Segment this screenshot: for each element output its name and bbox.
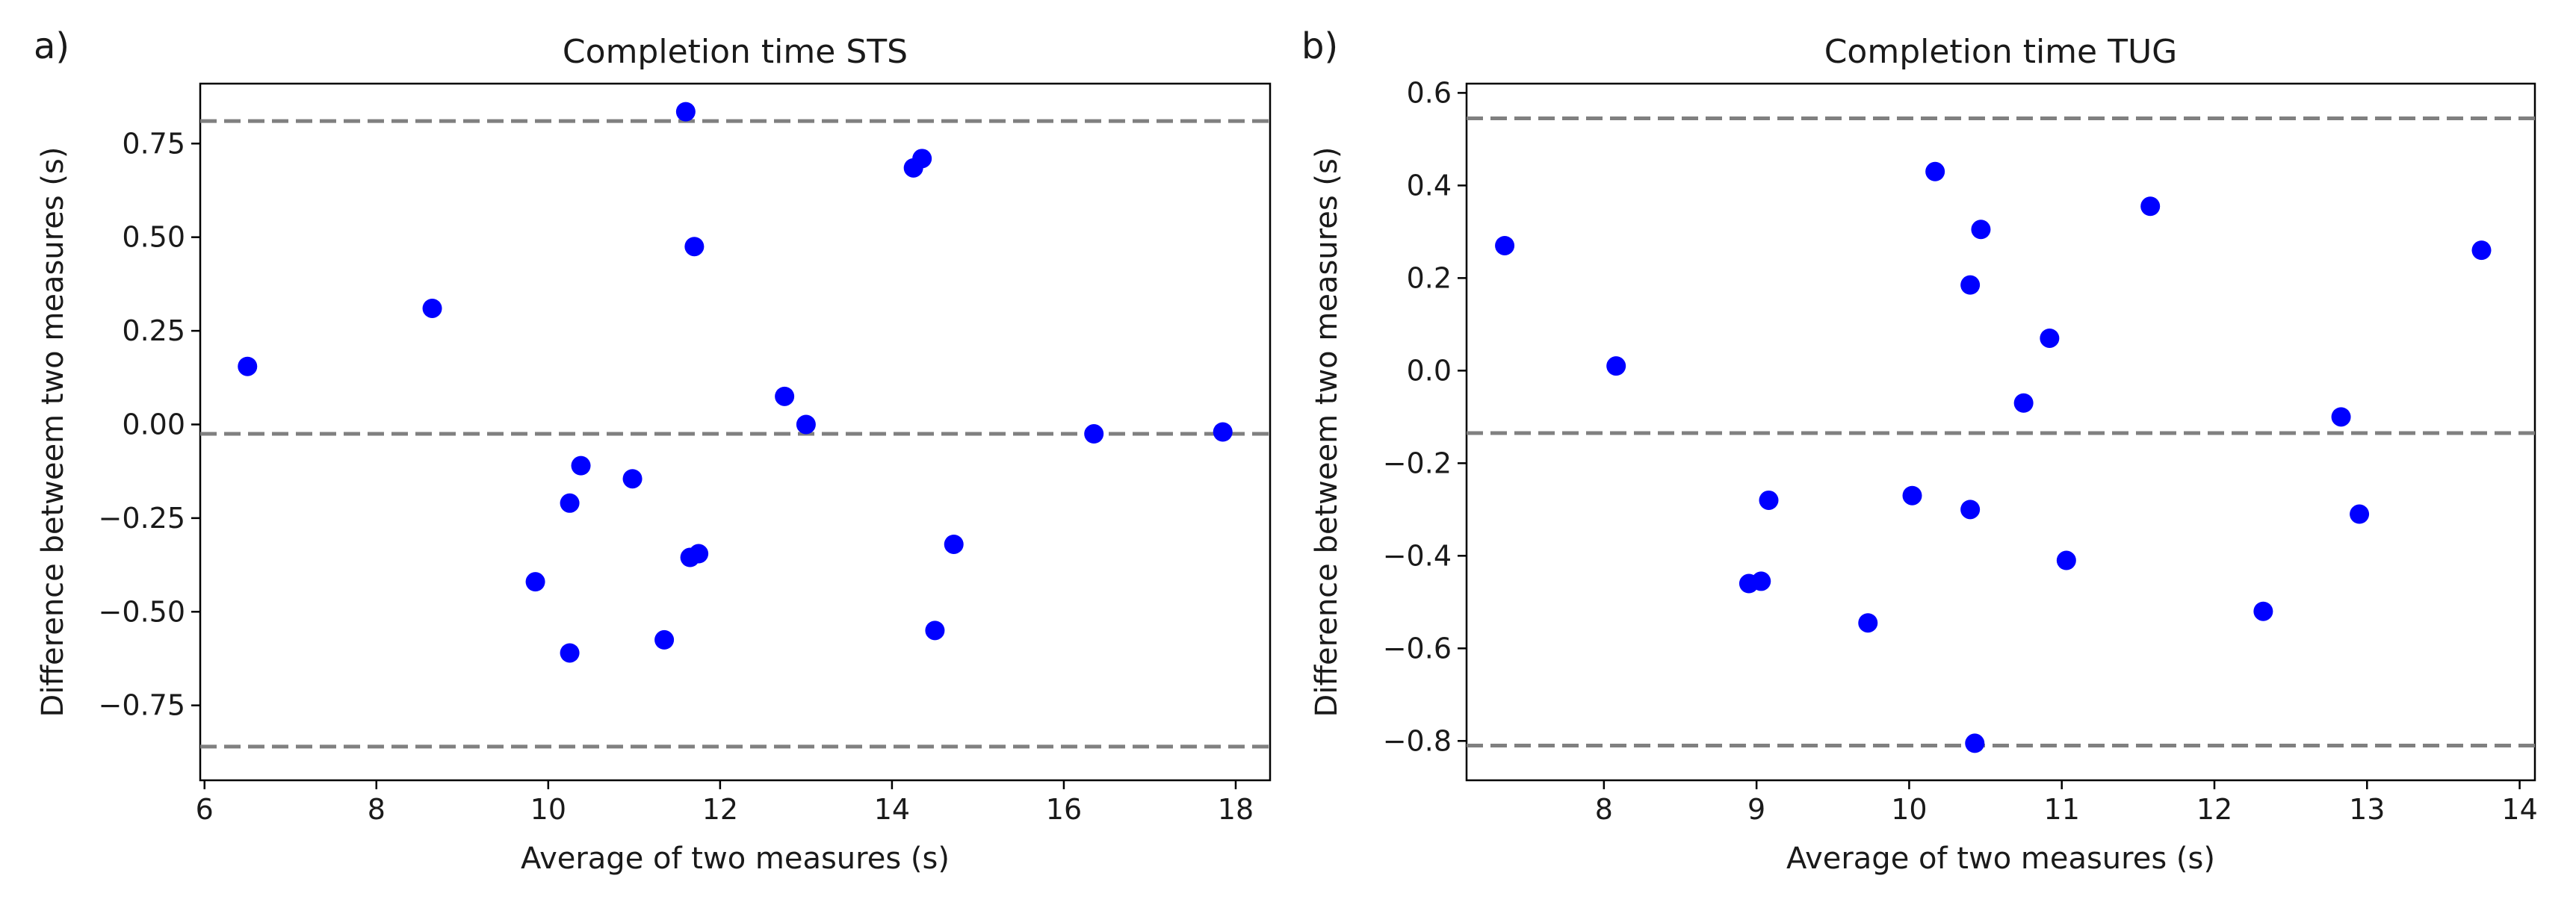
y-tick-label: 0.6: [1407, 76, 1452, 109]
data-point: [2253, 601, 2273, 621]
chart-title: Completion time TUG: [1824, 33, 2178, 71]
data-point: [1971, 220, 1991, 240]
data-point: [1965, 733, 1985, 753]
y-tick-label: −0.75: [99, 689, 185, 722]
data-point: [1751, 571, 1771, 591]
panel-label: a): [34, 25, 69, 67]
data-point: [925, 620, 945, 641]
x-tick-label: 9: [1747, 793, 1765, 826]
x-tick-label: 10: [1891, 793, 1927, 826]
data-point: [796, 414, 816, 435]
x-tick-label: 13: [2349, 793, 2385, 826]
data-point: [2471, 240, 2492, 261]
data-point: [2350, 504, 2370, 524]
x-tick-label: 11: [2044, 793, 2080, 826]
y-tick-label: −0.25: [99, 502, 185, 535]
data-point: [689, 544, 709, 564]
data-point: [2056, 550, 2076, 570]
data-point: [775, 386, 795, 406]
x-tick-label: 14: [2501, 793, 2537, 826]
y-tick-label: 0.00: [122, 408, 185, 441]
chart-title: Completion time STS: [563, 33, 908, 71]
data-point: [2040, 328, 2060, 348]
x-tick-label: 10: [530, 793, 566, 826]
y-tick-label: −0.4: [1383, 539, 1452, 572]
data-point: [2013, 393, 2034, 413]
data-point: [571, 455, 591, 476]
y-tick-label: 0.4: [1407, 169, 1452, 202]
x-axis-label: Average of two measures (s): [521, 842, 950, 876]
data-point: [622, 469, 643, 489]
y-tick-label: −0.2: [1383, 447, 1452, 479]
data-point: [1960, 275, 1981, 295]
data-point: [1902, 485, 1922, 506]
x-tick-label: 18: [1218, 793, 1254, 826]
y-axis-label: Difference betweem two measures (s): [1310, 147, 1344, 718]
y-tick-label: 0.0: [1407, 354, 1452, 387]
data-point: [1495, 235, 1515, 255]
data-point: [238, 356, 258, 376]
y-tick-label: 0.50: [122, 221, 185, 254]
panel-tug: 8 9 10 11 12 13 14 0.6 0.4 0.2 0.0 −0.2 −0.4 −0.6 −0.8…: [1301, 25, 2538, 876]
x-tick-label: 12: [702, 793, 738, 826]
x-tick-label: 12: [2196, 793, 2232, 826]
panel-sts: 6 8 10 12 14 16 18 0.75 0.50 0.25 0.00 −0.25 −0.50 −0…: [34, 25, 1272, 876]
data-point: [560, 493, 580, 513]
data-point: [684, 237, 705, 257]
y-tick-label: 0.25: [122, 314, 185, 347]
data-point: [2140, 196, 2161, 217]
data-point: [2331, 407, 2351, 427]
y-tick-label: −0.6: [1383, 632, 1452, 665]
data-point: [422, 298, 442, 318]
data-point: [560, 643, 580, 663]
data-point: [1606, 356, 1626, 376]
data-point: [912, 149, 932, 169]
y-tick-label: 0.75: [122, 127, 185, 160]
data-point: [1084, 424, 1104, 444]
x-tick-label: 16: [1046, 793, 1082, 826]
axes-frame: [199, 82, 1272, 782]
data-point: [1925, 161, 1945, 181]
x-tick-label: 14: [874, 793, 910, 826]
y-tick-label: −0.8: [1383, 724, 1452, 757]
y-tick-label: −0.50: [99, 595, 185, 628]
panel-label: b): [1301, 25, 1338, 67]
x-axis-label: Average of two measures (s): [1786, 842, 2215, 876]
x-tick-label: 8: [1595, 793, 1613, 826]
data-point: [525, 572, 545, 592]
data-point: [654, 629, 675, 650]
data-point: [1960, 500, 1981, 520]
data-point: [675, 102, 696, 122]
data-point: [1858, 613, 1878, 633]
data-point: [1759, 490, 1779, 510]
y-axis-label: Difference betweem two measures (s): [36, 147, 70, 718]
data-point: [944, 534, 964, 554]
x-tick-label: 8: [368, 793, 386, 826]
x-tick-label: 6: [196, 793, 214, 826]
data-point: [1213, 422, 1233, 442]
y-tick-label: 0.2: [1407, 261, 1452, 294]
